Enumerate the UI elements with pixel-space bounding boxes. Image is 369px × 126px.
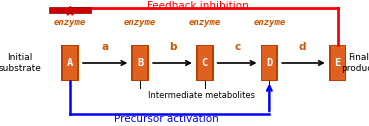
Bar xyxy=(209,78,211,79)
Bar xyxy=(61,45,79,81)
Bar xyxy=(342,78,344,79)
Bar xyxy=(144,78,147,79)
Text: Feedback inhibition: Feedback inhibition xyxy=(146,1,248,11)
Bar xyxy=(209,47,211,48)
Bar xyxy=(199,47,201,48)
Bar xyxy=(63,78,66,79)
Bar xyxy=(263,78,266,79)
Text: d: d xyxy=(299,42,306,52)
Text: enzyme: enzyme xyxy=(189,18,221,27)
Text: enzyme: enzyme xyxy=(54,18,86,27)
Text: enzyme: enzyme xyxy=(124,18,156,27)
Bar xyxy=(199,78,201,79)
Bar xyxy=(342,47,344,48)
Text: Final
product: Final product xyxy=(341,53,369,73)
Bar xyxy=(49,7,92,13)
Bar xyxy=(331,78,334,79)
Bar xyxy=(273,47,276,48)
Bar xyxy=(329,45,346,81)
Text: enzyme: enzyme xyxy=(253,18,286,27)
Text: b: b xyxy=(169,42,176,52)
Bar xyxy=(196,45,214,81)
Bar xyxy=(273,78,276,79)
Bar xyxy=(331,47,334,48)
Bar xyxy=(63,47,66,48)
Bar xyxy=(131,45,149,81)
Text: Precursor activation: Precursor activation xyxy=(114,114,218,124)
Bar xyxy=(331,46,345,80)
Bar xyxy=(144,47,147,48)
Bar xyxy=(63,46,77,80)
Bar xyxy=(134,47,136,48)
Bar xyxy=(262,46,276,80)
Text: A: A xyxy=(67,58,73,68)
Text: E: E xyxy=(335,58,341,68)
Text: Intermediate metabolites: Intermediate metabolites xyxy=(148,91,255,100)
Bar xyxy=(133,46,147,80)
Bar xyxy=(261,45,278,81)
Text: D: D xyxy=(266,58,272,68)
Bar xyxy=(74,78,77,79)
Bar xyxy=(134,78,136,79)
Text: C: C xyxy=(202,58,208,68)
Text: Initial
substrate: Initial substrate xyxy=(0,53,42,73)
Bar xyxy=(74,47,77,48)
Bar xyxy=(263,47,266,48)
Text: a: a xyxy=(101,42,109,52)
Text: c: c xyxy=(234,42,240,52)
Bar xyxy=(198,46,212,80)
Text: B: B xyxy=(137,58,143,68)
